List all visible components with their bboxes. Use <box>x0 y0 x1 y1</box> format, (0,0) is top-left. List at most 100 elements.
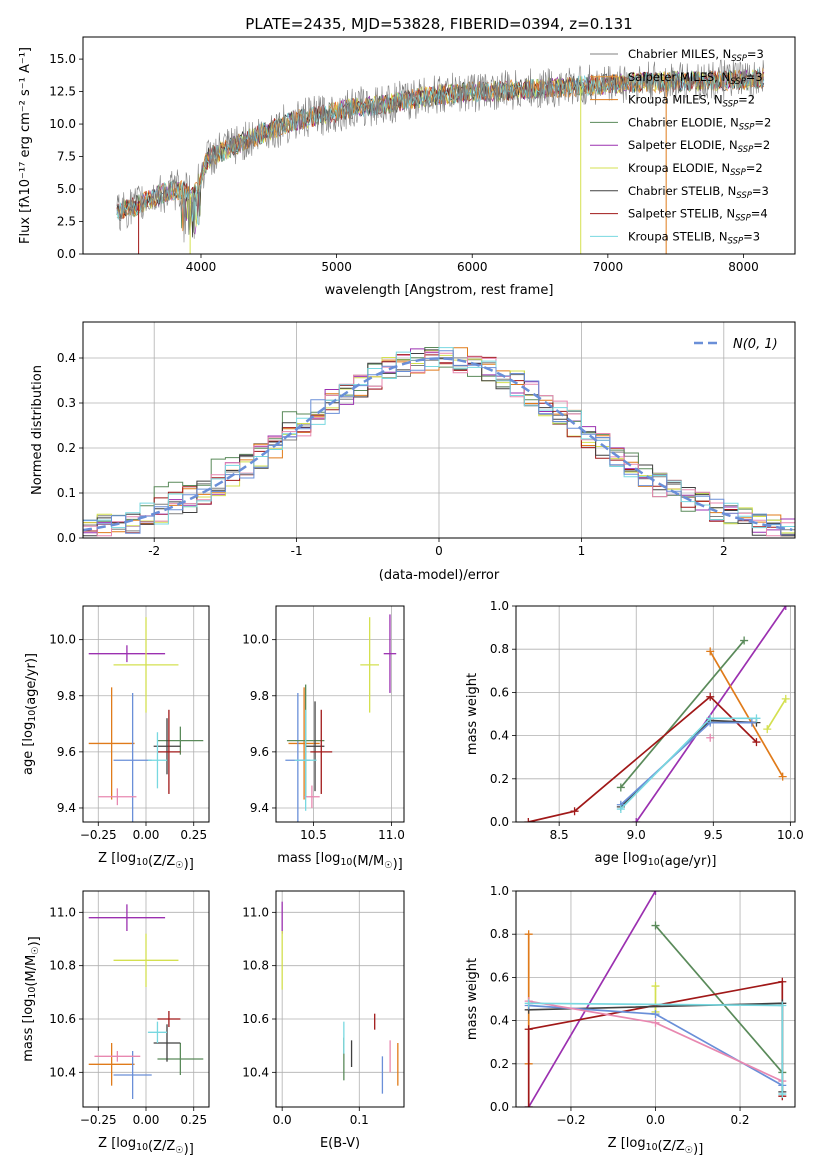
y-tick-label: 0.4 <box>57 351 76 365</box>
x-tick-label: 2 <box>720 544 728 558</box>
y-tick-label: 0.4 <box>490 729 509 743</box>
weight-point-marker <box>651 1010 660 1019</box>
weight-series-line <box>635 606 787 822</box>
x-tick-label: 0.0 <box>273 1113 292 1127</box>
legend-entry: Salpeter STELIB, NSSP=4 <box>628 207 768 224</box>
panel-age-vs-Z: −0.25 0.00 0.25 9.4 9.6 9.8 10.0 Z [log10(Z/Z☉)… <box>21 605 210 872</box>
y-tick-label: 0.2 <box>490 772 509 786</box>
y-tick-label: 1.0 <box>490 884 509 898</box>
y-tick-label: 12.5 <box>49 85 76 99</box>
y-tick-label: 1.0 <box>490 599 509 613</box>
weight-point-marker <box>778 1001 787 1010</box>
x-tick-label: 8000 <box>728 260 759 274</box>
normal-curve <box>83 357 793 532</box>
error-bar-point <box>157 709 181 794</box>
axes-frame <box>275 890 405 1108</box>
x-tick-label: −0.25 <box>80 1113 117 1127</box>
weight-point-marker <box>778 1090 787 1099</box>
y-tick-label: 0.6 <box>490 970 509 984</box>
x-tick-label: −0.25 <box>80 828 117 842</box>
weight-series <box>616 718 756 809</box>
error-bar-point <box>113 933 179 987</box>
plot-area <box>88 617 204 822</box>
y-tick-label: 0.0 <box>57 531 76 545</box>
y-tick-label: 0.2 <box>57 441 76 455</box>
weight-point-marker <box>752 738 761 747</box>
panel-age-vs-mass: 10.5 11.0 9.4 9.6 9.8 10.0 mass [log10(M/M☉)] <box>242 605 405 872</box>
error-bar-point <box>147 732 167 789</box>
y-tick-label: 0.0 <box>490 815 509 829</box>
weight-point-marker <box>651 982 660 991</box>
weight-series <box>763 694 790 734</box>
x-tick-label: 9.0 <box>627 828 646 842</box>
y-axis-label: mass [log10(M/M☉)] <box>21 936 42 1062</box>
error-bar-point <box>383 614 397 693</box>
axes-frame <box>82 321 796 539</box>
y-tick-label: 0.3 <box>57 396 76 410</box>
legend-entry: Kroupa STELIB, NSSP=3 <box>628 229 760 246</box>
y-axis-label: mass weight <box>465 958 480 1040</box>
weight-point-marker <box>524 1025 533 1034</box>
error-bar-point <box>147 1021 167 1043</box>
x-tick-label: 1 <box>578 544 586 558</box>
x-axis-label: (data-model)/error <box>379 568 500 583</box>
y-tick-label: 0.8 <box>490 927 509 941</box>
y-tick-label: 11.0 <box>242 905 269 919</box>
legend-entry: Salpeter ELODIE, NSSP=2 <box>628 138 770 155</box>
y-tick-label: 10.4 <box>242 1065 269 1079</box>
y-tick-label: 7.5 <box>57 150 76 164</box>
x-tick-label: -1 <box>291 544 303 558</box>
legend-entry: Chabrier MILES, NSSP=3 <box>628 47 764 64</box>
x-tick-label: 0 <box>435 544 443 558</box>
plot-area <box>285 614 397 822</box>
x-axis-label: Z [log10(Z/Z☉)] <box>608 1136 704 1157</box>
legend-entry: Kroupa ELODIE, NSSP=2 <box>628 161 763 178</box>
weight-point-marker <box>524 1103 533 1107</box>
y-tick-label: 0.4 <box>490 1014 509 1028</box>
x-tick-label: 4000 <box>186 260 217 274</box>
weight-point-marker <box>651 891 660 895</box>
weight-series <box>706 733 715 742</box>
weight-series <box>616 716 761 811</box>
error-bar-point <box>88 645 166 663</box>
plot-area <box>88 904 204 1099</box>
weight-point-marker <box>763 725 772 734</box>
weight-point-marker <box>706 647 715 656</box>
x-tick-label: 9.5 <box>704 828 723 842</box>
axes-frame <box>515 890 796 1108</box>
x-tick-label: 0.1 <box>350 1113 369 1127</box>
panel-residuals: -2 -1 0 1 2 0.0 0.1 0.2 0.3 0.4 (data-model)/error… <box>30 321 796 583</box>
weight-series <box>524 692 761 822</box>
weight-series <box>632 606 790 822</box>
spectrum-data-line <box>116 59 765 243</box>
x-tick-label: 0.00 <box>133 1113 160 1127</box>
axes-frame <box>82 605 210 823</box>
y-tick-label: 0.8 <box>490 642 509 656</box>
y-axis-label: mass weight <box>465 673 480 755</box>
y-tick-label: 0.6 <box>490 685 509 699</box>
plot-area <box>524 891 787 1107</box>
y-tick-label: 9.6 <box>250 745 269 759</box>
panel-weight-vs-Z: −0.2 0.0 0.2 0.0 0.2 0.4 0.6 0.8 1.0 Z [log10(Z/Z… <box>465 884 796 1157</box>
y-tick-label: 9.8 <box>250 689 269 703</box>
error-bar-point <box>113 617 179 713</box>
weight-series <box>706 647 787 781</box>
weight-point-marker <box>778 772 787 781</box>
weight-series-line <box>620 640 745 788</box>
error-bar-point <box>88 904 166 931</box>
weight-series <box>524 891 660 1107</box>
weight-point-marker <box>706 733 715 742</box>
y-tick-label: 10.0 <box>49 633 76 647</box>
x-axis-label: E(B-V) <box>320 1136 360 1151</box>
weight-series-line <box>654 925 783 1073</box>
weight-point-marker <box>632 818 641 822</box>
plot-area <box>83 347 795 537</box>
legend-entry: N(0, 1) <box>733 337 778 352</box>
weight-series-line <box>766 698 787 730</box>
weight-point-marker <box>616 783 625 792</box>
x-tick-label: 10.5 <box>300 828 327 842</box>
y-tick-label: 0.0 <box>57 247 76 261</box>
weight-point-marker <box>747 718 756 727</box>
y-tick-label: 15.0 <box>49 52 76 66</box>
panel-spectrum: 4000 5000 6000 7000 8000 0.0 2.5 5.0 7.5 10.0 12.5… <box>18 36 796 298</box>
